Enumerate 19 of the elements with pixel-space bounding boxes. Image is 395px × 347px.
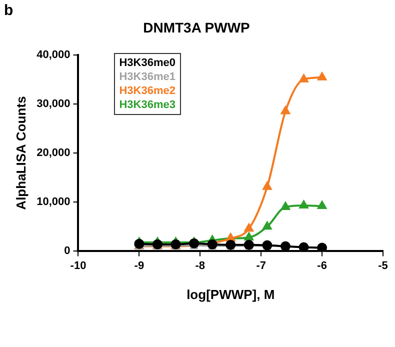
x-tick-label: -8 [195,260,206,272]
y-tick-label: 10,000 [36,196,70,208]
x-tick-label: -5 [378,260,388,272]
text: H3K36me3 [119,98,176,112]
text: H3K36me2 [119,84,176,98]
y-tick-label: 40,000 [36,48,70,61]
chart-title: DNMT3A PWWP [143,19,250,36]
y-tick-label: 20,000 [36,147,70,160]
x-tick-label: -7 [256,260,266,272]
text: H3K36me1 [119,70,176,84]
x-tick-label: -9 [134,260,144,272]
text: H3K36me0 [119,56,176,70]
x-tick-label: -6 [317,260,327,272]
x-axis-title: log[PWWP], M [186,286,275,302]
y-tick-label: 0 [64,245,70,258]
text: b [4,2,14,19]
y-tick-label: 30,000 [36,98,70,110]
x-tick-label: -10 [70,260,86,272]
y-axis-title: AlphaLISA Counts [13,96,28,210]
